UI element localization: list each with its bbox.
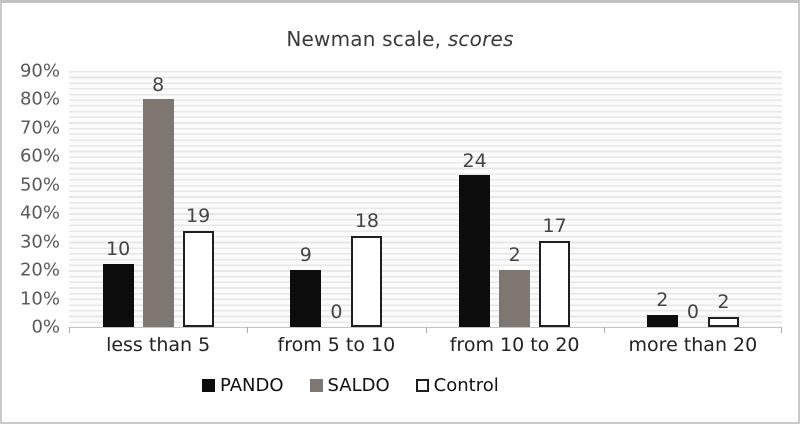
data-label: 0 — [686, 301, 699, 324]
x-category-label: more than 20 — [628, 334, 758, 356]
x-category-label: from 5 to 10 — [277, 334, 396, 356]
legend-marker-icon — [202, 379, 215, 392]
data-label: 2 — [717, 290, 730, 313]
data-label: 10 — [106, 238, 131, 261]
legend-label: Control — [433, 375, 499, 396]
bar-control — [182, 230, 214, 327]
data-label: 8 — [152, 73, 165, 96]
legend-label: SALDO — [327, 375, 390, 396]
x-axis-tick — [603, 327, 605, 333]
bar-groups: 10 8 19 9 0 18 24 2 17 2 0 2 — [69, 71, 782, 327]
data-label: 2 — [656, 288, 669, 311]
chart-title-regular: Newman scale, — [286, 27, 448, 51]
chart-title: Newman scale, scores — [2, 27, 798, 51]
x-axis-tick — [781, 327, 782, 333]
data-label: 17 — [542, 214, 567, 237]
bar-slot: 10 — [102, 238, 134, 327]
bar-saldo — [499, 270, 531, 327]
bar-slot: 18 — [351, 209, 383, 327]
data-label: 19 — [186, 204, 211, 227]
legend-item-pando: PANDO — [202, 375, 284, 396]
legend-label: PANDO — [220, 375, 284, 396]
x-axis-tick — [247, 327, 249, 333]
bar-slot: 24 — [459, 149, 491, 327]
y-tick-label: 80% — [19, 88, 60, 110]
bar-pando — [646, 314, 678, 327]
legend: PANDO SALDO Control — [202, 375, 499, 396]
x-axis: less than 5 from 5 to 10 from 10 to 20 more… — [69, 334, 782, 356]
bar-pando — [102, 263, 134, 327]
y-tick-label: 10% — [19, 288, 60, 310]
x-category-label: from 10 to 20 — [449, 334, 580, 356]
data-label: 18 — [354, 209, 380, 232]
bar-control — [707, 316, 739, 327]
y-tick-label: 90% — [19, 60, 60, 82]
bar-slot: 19 — [182, 204, 214, 327]
x-axis-tick — [425, 327, 427, 333]
legend-item-control: Control — [415, 375, 499, 396]
y-tick-label: 50% — [19, 174, 60, 196]
legend-marker-icon — [309, 379, 323, 392]
bar-slot: 2 — [646, 288, 678, 327]
bar-pando — [290, 270, 322, 327]
bar-slot: 0 — [686, 301, 699, 327]
bar-slot: 17 — [539, 214, 571, 327]
legend-marker-icon — [415, 379, 429, 392]
bar-group: 24 2 17 — [426, 71, 604, 327]
x-category-label: less than 5 — [106, 334, 211, 356]
bar-control — [539, 240, 571, 327]
y-tick-label: 0% — [31, 316, 60, 338]
bar-slot: 8 — [142, 73, 174, 327]
bar-slot: 0 — [330, 301, 343, 327]
legend-item-saldo: SALDO — [309, 375, 390, 396]
y-tick-label: 70% — [19, 117, 60, 139]
y-tick-label: 20% — [19, 259, 60, 281]
y-tick-label: 30% — [19, 231, 60, 253]
plot-area: 10 8 19 9 0 18 24 2 17 2 0 2 — [69, 71, 782, 333]
bar-control — [351, 235, 383, 327]
data-label: 9 — [299, 244, 312, 267]
bar-slot: 2 — [707, 290, 739, 327]
bar-pando — [459, 175, 491, 327]
y-tick-label: 40% — [19, 202, 60, 224]
data-label: 24 — [462, 149, 487, 172]
data-label: 0 — [330, 301, 343, 324]
chart-title-italic: scores — [447, 27, 514, 51]
bar-slot: 9 — [290, 244, 322, 327]
bar-group: 9 0 18 — [247, 71, 425, 327]
bar-group: 10 8 19 — [69, 71, 247, 327]
data-label: 2 — [508, 244, 521, 267]
y-tick-label: 60% — [19, 145, 60, 167]
x-axis-tick — [69, 327, 70, 333]
bar-saldo — [142, 99, 174, 327]
bar-slot: 2 — [499, 244, 531, 327]
